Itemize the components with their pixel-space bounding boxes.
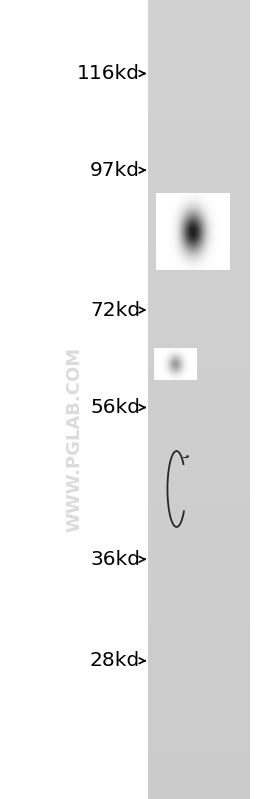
Text: 56kd: 56kd xyxy=(90,398,140,417)
Text: 36kd: 36kd xyxy=(90,550,140,569)
Text: 116kd: 116kd xyxy=(77,64,140,83)
Text: 72kd: 72kd xyxy=(90,300,140,320)
Text: WWW.PGLAB.COM: WWW.PGLAB.COM xyxy=(65,347,83,532)
Text: 28kd: 28kd xyxy=(90,651,140,670)
Text: 97kd: 97kd xyxy=(90,161,140,180)
